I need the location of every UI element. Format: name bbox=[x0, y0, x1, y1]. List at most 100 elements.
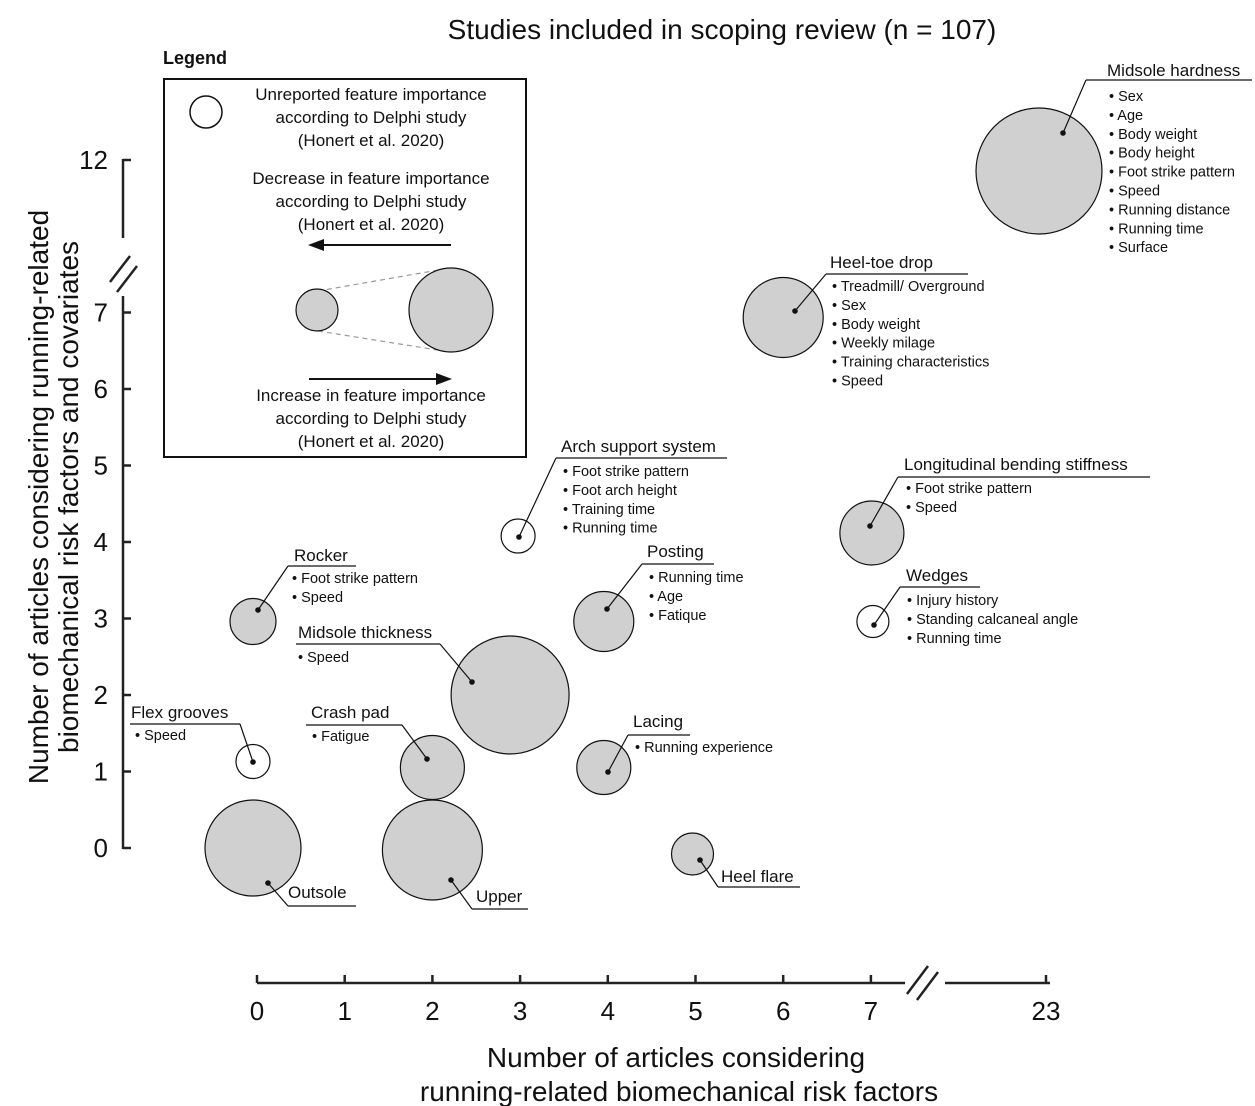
legend-unreported-line-3: (Honert et al. 2020) bbox=[298, 131, 444, 150]
covariate-midsole-hardness: • Speed bbox=[1109, 184, 1160, 200]
point-label-outsole: Outsole bbox=[288, 883, 347, 902]
point-label-rocker: Rocker bbox=[294, 546, 348, 565]
point-label-heel-toe-drop: Heel-toe drop bbox=[830, 253, 933, 272]
y-tick-label: 0 bbox=[94, 833, 108, 863]
x-axis-label-line-2: running-related biomechanical risk facto… bbox=[420, 1076, 938, 1106]
covariate-rocker: • Foot strike pattern bbox=[292, 571, 418, 587]
x-tick-label: 4 bbox=[601, 996, 615, 1026]
point-label-upper: Upper bbox=[476, 887, 523, 906]
point-label-arch-support-system: Arch support system bbox=[561, 437, 716, 456]
covariate-heel-toe-drop: • Treadmill/ Overground bbox=[832, 279, 985, 295]
y-tick-label: 1 bbox=[94, 757, 108, 787]
covariate-arch-support-system: • Foot strike pattern bbox=[563, 464, 689, 480]
point-heel-flare: Heel flare bbox=[670, 832, 800, 888]
x-tick-label: 3 bbox=[513, 996, 527, 1026]
covariate-rocker: • Speed bbox=[292, 590, 343, 606]
point-label-posting: Posting bbox=[647, 542, 704, 561]
y-tick-label: 3 bbox=[94, 604, 108, 634]
point-label-longitudinal-bending-stiffness: Longitudinal bending stiffness bbox=[904, 455, 1128, 474]
bubble-upper bbox=[381, 799, 483, 901]
anchor-dot-heel-toe-drop bbox=[792, 308, 798, 314]
bubble-crash-pad bbox=[399, 734, 465, 801]
leader-line-midsole-hardness bbox=[1062, 79, 1087, 134]
legend-decrease-line-3: (Honert et al. 2020) bbox=[298, 215, 444, 234]
leader-line-heel-flare bbox=[699, 859, 719, 888]
covariate-lacing: • Running experience bbox=[635, 740, 773, 756]
covariate-midsole-hardness: • Sex bbox=[1109, 89, 1144, 105]
covariate-flex-grooves: • Speed bbox=[135, 728, 186, 744]
point-label-lacing: Lacing bbox=[633, 712, 683, 731]
legend-box bbox=[163, 78, 527, 458]
x-axis-break-mark-1 bbox=[906, 965, 929, 995]
covariate-arch-support-system: • Running time bbox=[563, 521, 658, 537]
anchor-dot-midsole-hardness bbox=[1060, 130, 1066, 136]
legend-projection-bottom bbox=[317, 330, 451, 353]
point-crash-pad: Crash pad • Fatigue bbox=[306, 703, 465, 801]
x-tick-label: 23 bbox=[1032, 996, 1061, 1026]
covariate-arch-support-system: • Foot arch height bbox=[563, 483, 677, 499]
leader-line-posting bbox=[606, 563, 643, 610]
x-tick-label: 2 bbox=[425, 996, 439, 1026]
leader-line-outsole bbox=[267, 882, 289, 907]
point-longitudinal-bending-stiffness: Longitudinal bending stiffness • Foot str… bbox=[839, 455, 1150, 566]
leader-line-lacing bbox=[607, 734, 629, 773]
bubble-rocker bbox=[229, 597, 277, 646]
bubble-wedges bbox=[856, 604, 890, 639]
point-label-crash-pad: Crash pad bbox=[311, 703, 389, 722]
leader-line-heel-toe-drop bbox=[794, 273, 827, 312]
point-lacing: Lacing • Running experience bbox=[576, 712, 773, 796]
legend-large-marker bbox=[408, 267, 494, 353]
leader-line-longitudinal-bending-stiffness bbox=[869, 476, 899, 527]
legend-decrease-arrowhead bbox=[308, 239, 324, 251]
legend-small-marker bbox=[295, 288, 339, 332]
covariate-longitudinal-bending-stiffness: • Foot strike pattern bbox=[906, 481, 1032, 497]
covariate-midsole-hardness: • Surface bbox=[1109, 240, 1168, 256]
covariate-midsole-hardness: • Running distance bbox=[1109, 202, 1230, 218]
point-midsole-hardness: Midsole hardness • Sex • Age • Body weight •… bbox=[975, 61, 1252, 256]
leader-line-rocker bbox=[257, 565, 289, 611]
x-axis bbox=[257, 965, 1050, 1001]
legend: Legend Unreported feature importance acc… bbox=[163, 48, 527, 458]
bubble-heel-toe-drop bbox=[742, 276, 824, 359]
covariate-heel-toe-drop: • Speed bbox=[832, 374, 883, 390]
y-tick-label: 5 bbox=[94, 451, 108, 481]
x-ticks: 0 1 2 3 4 5 6 7 23 bbox=[250, 975, 1061, 1026]
covariate-arch-support-system: • Training time bbox=[563, 502, 655, 518]
anchor-dot-midsole-thickness bbox=[469, 679, 475, 685]
y-tick-label: 4 bbox=[94, 527, 108, 557]
y-tick-label: 7 bbox=[94, 298, 108, 328]
covariate-wedges: • Standing calcaneal angle bbox=[907, 612, 1078, 628]
leader-line-flex-grooves bbox=[239, 723, 254, 763]
point-outsole: Outsole bbox=[204, 799, 356, 907]
legend-increase-line-3: (Honert et al. 2020) bbox=[298, 432, 444, 451]
x-tick-label: 7 bbox=[864, 996, 878, 1026]
covariate-wedges: • Injury history bbox=[907, 593, 999, 609]
legend-increase-arrowhead bbox=[436, 373, 452, 385]
point-heel-toe-drop: Heel-toe drop • Treadmill/ Overground • Se… bbox=[742, 253, 989, 390]
point-label-wedges: Wedges bbox=[906, 566, 968, 585]
leader-line-midsole-thickness bbox=[439, 643, 473, 683]
bubble-lacing bbox=[576, 739, 632, 796]
covariate-posting: • Fatique bbox=[649, 608, 706, 624]
y-axis bbox=[109, 159, 138, 849]
legend-unreported-marker bbox=[189, 95, 223, 129]
covariate-midsole-hardness: • Running time bbox=[1109, 221, 1204, 237]
anchor-dot-wedges bbox=[871, 622, 877, 628]
point-flex-grooves: Flex grooves • Speed bbox=[130, 703, 271, 780]
point-midsole-thickness: Midsole thickness • Speed bbox=[296, 623, 570, 755]
legend-decrease-line-2: according to Delphi study bbox=[276, 192, 467, 211]
x-axis-break-mark-2 bbox=[916, 971, 939, 1001]
x-tick-label: 6 bbox=[776, 996, 790, 1026]
anchor-dot-longitudinal-bending-stiffness bbox=[867, 523, 873, 529]
anchor-dot-lacing bbox=[605, 769, 611, 775]
covariate-midsole-thickness: • Speed bbox=[298, 650, 349, 666]
y-axis-break-mark-2 bbox=[116, 265, 138, 293]
y-axis-break-mark-1 bbox=[109, 255, 131, 283]
legend-increase-line-1: Increase in feature importance bbox=[256, 386, 486, 405]
covariate-heel-toe-drop: • Body weight bbox=[832, 317, 920, 333]
x-tick-label: 1 bbox=[337, 996, 351, 1026]
point-rocker: Rocker • Foot strike pattern • Speed bbox=[229, 546, 418, 646]
covariate-posting: • Running time bbox=[649, 570, 744, 586]
